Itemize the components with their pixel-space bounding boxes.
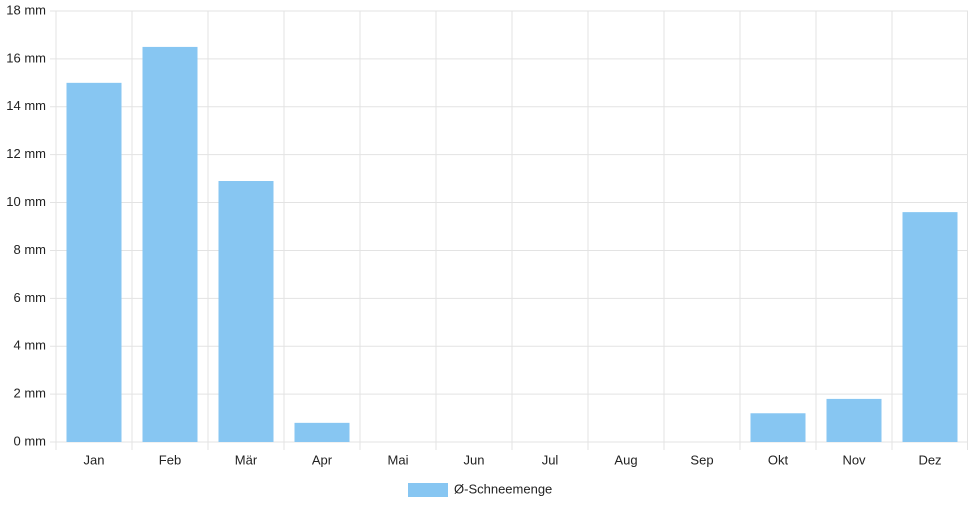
bar	[750, 413, 806, 442]
y-tick-label: 0 mm	[14, 433, 47, 448]
x-tick-label: Jun	[464, 452, 485, 467]
bar	[294, 422, 350, 442]
x-tick-label: Jan	[84, 452, 105, 467]
y-tick-label: 14 mm	[6, 98, 46, 113]
bar	[142, 46, 198, 443]
x-tick-label: Feb	[159, 452, 181, 467]
x-tick-label: Jul	[542, 452, 559, 467]
x-tick-label: Mai	[388, 452, 409, 467]
y-tick-label: 12 mm	[6, 146, 46, 161]
x-tick-label: Okt	[768, 452, 789, 467]
y-tick-label: 10 mm	[6, 194, 46, 209]
y-tick-label: 16 mm	[6, 50, 46, 65]
y-tick-label: 4 mm	[14, 338, 47, 353]
y-tick-label: 18 mm	[6, 2, 46, 17]
y-tick-label: 6 mm	[14, 290, 47, 305]
x-tick-label: Mär	[235, 452, 258, 467]
y-tick-label: 8 mm	[14, 242, 47, 257]
bar	[826, 398, 882, 442]
x-tick-label: Apr	[312, 452, 333, 467]
y-tick-label: 2 mm	[14, 386, 47, 401]
x-tick-label: Nov	[842, 452, 866, 467]
bar	[66, 82, 122, 442]
x-tick-label: Aug	[614, 452, 637, 467]
bar	[218, 181, 274, 442]
bar	[902, 212, 958, 442]
legend-swatch	[408, 483, 448, 497]
x-tick-label: Sep	[690, 452, 713, 467]
legend-label: Ø-Schneemenge	[454, 481, 552, 496]
x-tick-label: Dez	[918, 452, 941, 467]
